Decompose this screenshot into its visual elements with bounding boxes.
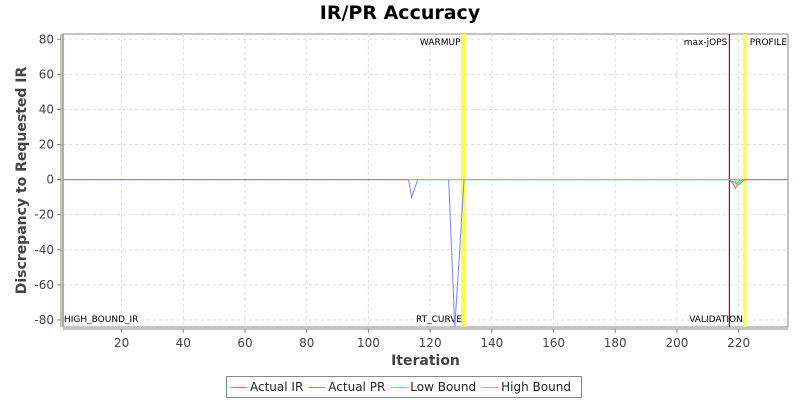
x-tick-label: 80 bbox=[299, 336, 314, 350]
x-tick-label: 160 bbox=[542, 336, 565, 350]
y-tick-label: 60 bbox=[39, 67, 54, 81]
legend-swatch bbox=[391, 386, 408, 388]
x-tick-label: 180 bbox=[604, 336, 627, 350]
x-tick-label: 220 bbox=[727, 336, 750, 350]
legend-item: Actual PR bbox=[309, 380, 385, 394]
legend: Actual IR Actual PR Low Bound High Bound bbox=[226, 376, 582, 398]
x-tick-label: 120 bbox=[419, 336, 442, 350]
y-tick-label: 20 bbox=[39, 138, 54, 152]
x-axis-label: Iteration bbox=[391, 353, 460, 369]
legend-swatch bbox=[231, 386, 247, 388]
y-tick-label: 0 bbox=[46, 173, 54, 187]
x-tick-label: 60 bbox=[237, 336, 252, 350]
x-tick-label: 100 bbox=[357, 336, 380, 350]
legend-label: High Bound bbox=[501, 380, 571, 394]
legend-item: Actual IR bbox=[231, 380, 303, 394]
y-tick-label: -40 bbox=[34, 243, 54, 257]
legend-item: High Bound bbox=[482, 380, 571, 394]
marker-label: VALIDATION bbox=[689, 315, 743, 325]
y-tick-label: 40 bbox=[39, 102, 54, 116]
x-tick-label: 200 bbox=[665, 336, 688, 350]
marker-label: WARMUP bbox=[420, 38, 461, 48]
y-tick-label: -60 bbox=[34, 278, 54, 292]
legend-swatch bbox=[482, 386, 499, 388]
legend-label: Low Bound bbox=[410, 380, 477, 394]
legend-label: Actual PR bbox=[328, 380, 386, 394]
legend-item: Low Bound bbox=[391, 380, 476, 394]
marker-label: HIGH_BOUND_IR bbox=[64, 315, 138, 325]
plot-area bbox=[62, 33, 789, 328]
y-tick-label: 80 bbox=[39, 32, 54, 46]
y-axis-label: Discrepancy to Requested IR bbox=[14, 67, 30, 295]
y-tick-label: -20 bbox=[34, 208, 54, 222]
marker-label: PROFILE bbox=[750, 38, 788, 48]
legend-label: Actual IR bbox=[250, 380, 304, 394]
x-tick-label: 140 bbox=[480, 336, 503, 350]
x-tick-label: 40 bbox=[176, 336, 191, 350]
marker-label: RT_CURVE bbox=[416, 315, 462, 325]
x-tick-label: 20 bbox=[114, 336, 129, 350]
series-line-high-bound bbox=[732, 179, 743, 186]
y-tick-label: -80 bbox=[34, 313, 54, 327]
chart-title: IR/PR Accuracy bbox=[319, 2, 481, 24]
marker-label: max-jOPS bbox=[684, 38, 728, 48]
legend-swatch bbox=[309, 386, 326, 388]
